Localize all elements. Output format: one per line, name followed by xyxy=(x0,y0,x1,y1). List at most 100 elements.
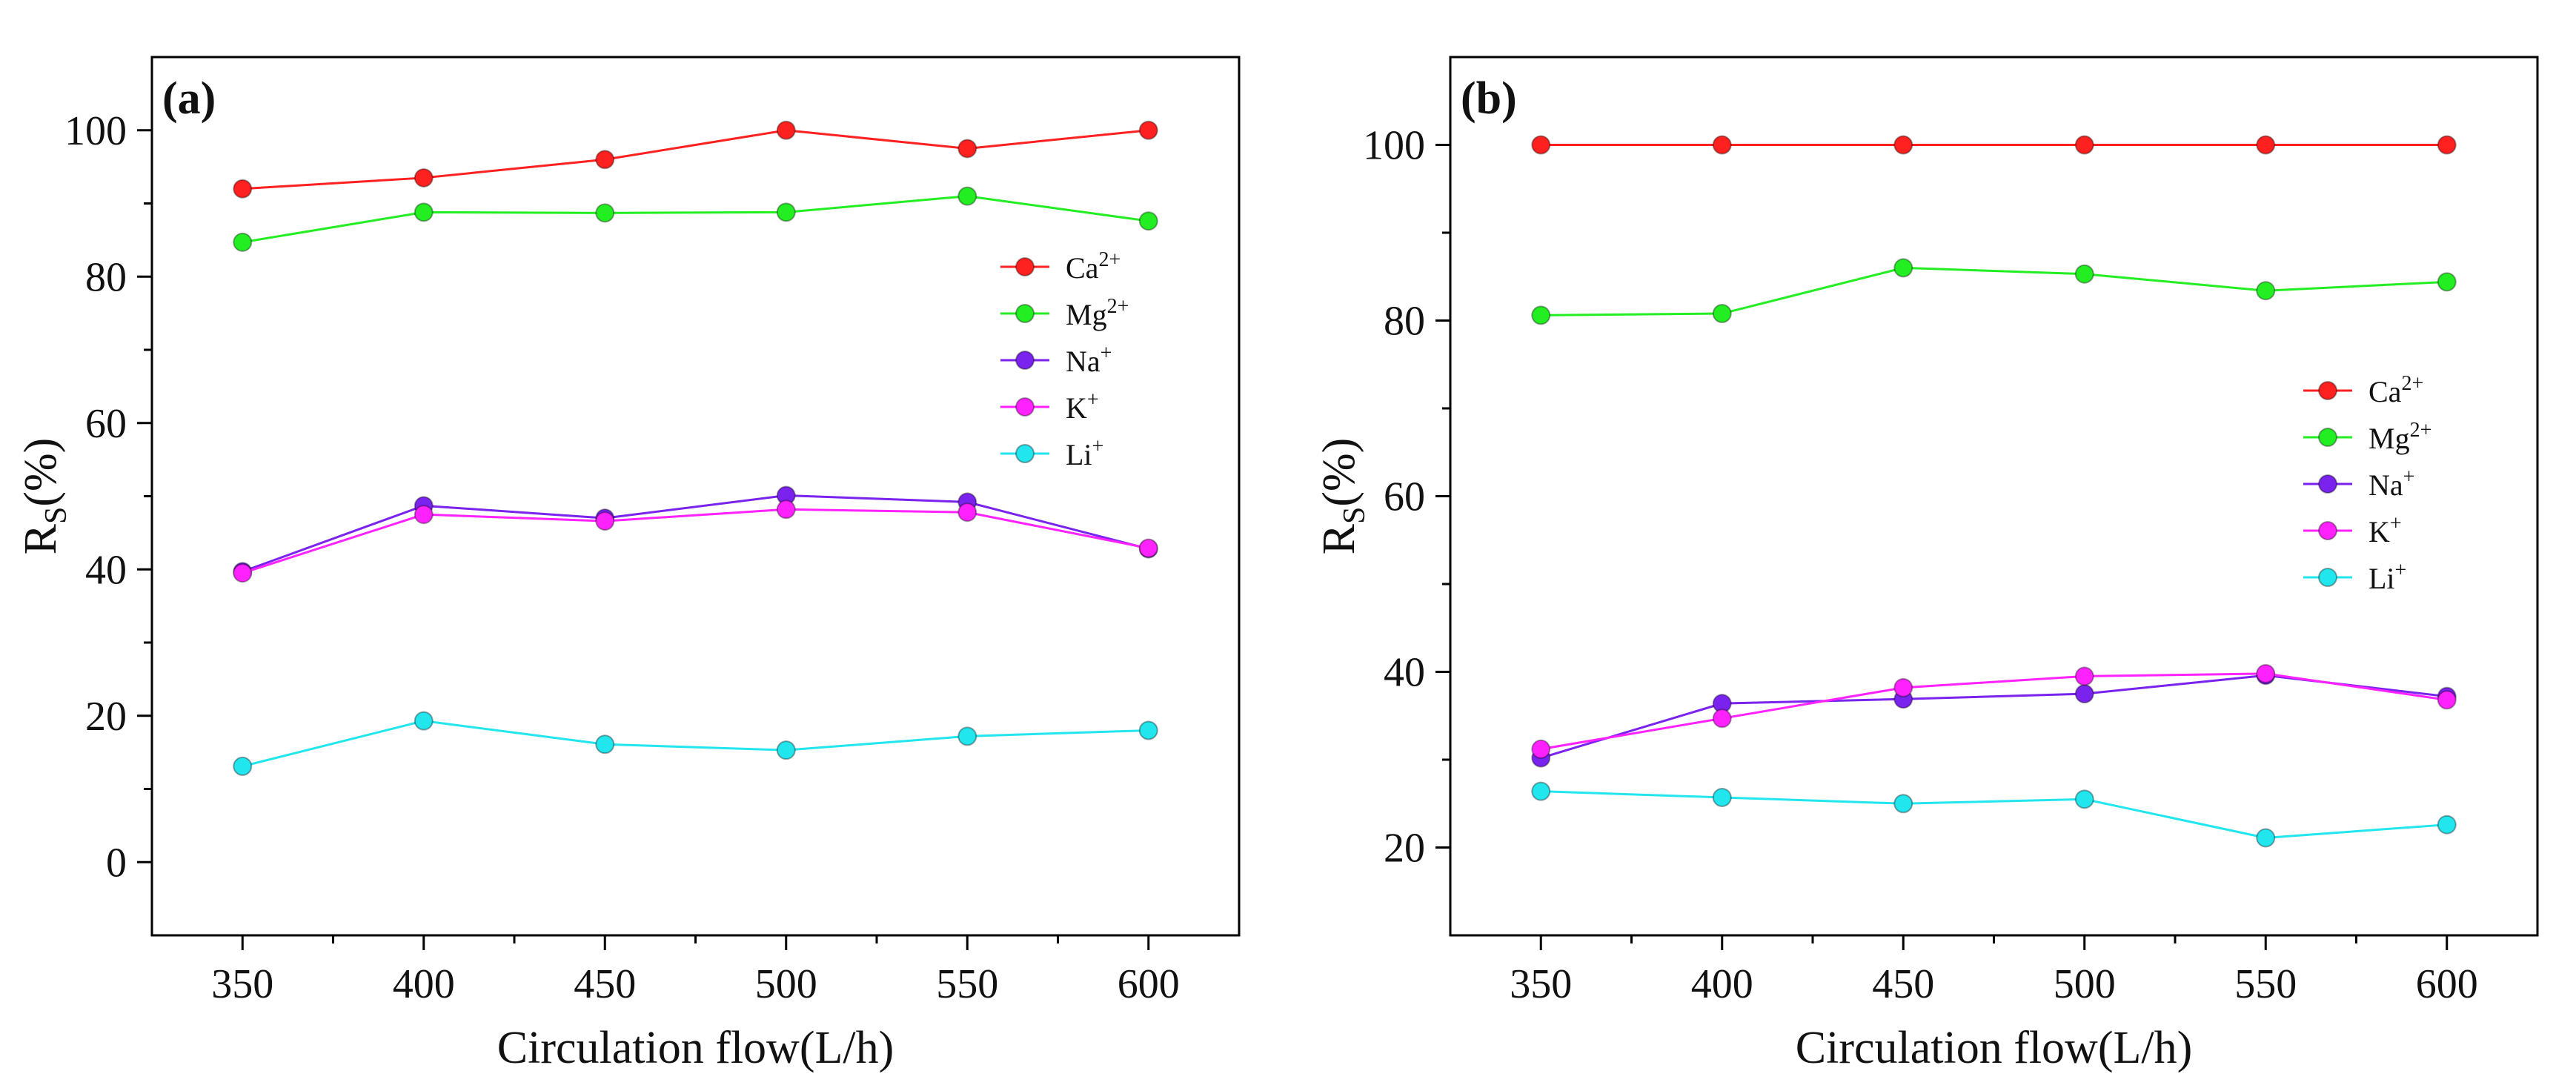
legend-marker xyxy=(2318,428,2337,447)
legend-marker xyxy=(1015,444,1035,463)
data-point xyxy=(233,179,253,199)
data-point xyxy=(776,120,796,140)
data-point xyxy=(1531,781,1551,801)
legend-item-na: Na+ xyxy=(2303,465,2414,502)
panel-label: (b) xyxy=(1461,73,1517,124)
data-point xyxy=(414,711,434,731)
data-point xyxy=(957,502,977,523)
legend-label: Ca2+ xyxy=(1066,248,1121,285)
legend-marker xyxy=(2318,381,2337,400)
y-tick-label: 80 xyxy=(85,254,127,300)
x-tick-label: 400 xyxy=(393,961,455,1007)
x-tick-label: 600 xyxy=(1118,961,1180,1007)
legend-marker xyxy=(2318,568,2337,587)
series-line-na xyxy=(242,494,1149,573)
y-axis-label: RS(%) xyxy=(1314,438,1372,555)
x-tick-label: 550 xyxy=(936,961,998,1007)
x-tick-label: 500 xyxy=(755,961,817,1007)
data-point xyxy=(776,740,796,760)
data-point xyxy=(1893,135,1913,155)
data-point xyxy=(1712,787,1732,807)
series-line-ca xyxy=(242,129,1149,190)
legend-item-na: Na+ xyxy=(1000,342,1112,378)
x-tick-label: 600 xyxy=(2416,961,2478,1007)
legend-label: Mg2+ xyxy=(1066,295,1129,331)
x-tick-label: 550 xyxy=(2234,961,2297,1007)
legend-label: Ca2+ xyxy=(2368,372,2423,408)
legend-marker xyxy=(1015,257,1035,276)
panel-label: (a) xyxy=(162,73,216,124)
series-k xyxy=(233,500,1158,583)
x-tick-label: 350 xyxy=(211,961,273,1007)
y-tick-label: 60 xyxy=(1384,474,1425,520)
series-line-mg xyxy=(242,195,1149,244)
data-point xyxy=(2437,135,2457,155)
data-point xyxy=(414,202,434,222)
legend-item-ca: Ca2+ xyxy=(1000,248,1121,285)
legend-item-li: Li+ xyxy=(1000,435,1103,471)
x-tick-label: 450 xyxy=(1872,961,1934,1007)
legend-marker xyxy=(2318,521,2337,540)
data-point xyxy=(233,563,253,583)
series-line-k xyxy=(1540,672,2447,751)
y-tick-label: 40 xyxy=(85,547,127,593)
data-point xyxy=(595,734,615,754)
data-point xyxy=(1138,120,1158,140)
data-point xyxy=(1531,135,1551,155)
legend-marker xyxy=(1015,397,1035,417)
data-point xyxy=(1138,538,1158,558)
data-point xyxy=(957,726,977,746)
data-point xyxy=(957,139,977,159)
data-point xyxy=(2074,135,2094,155)
y-tick-label: 80 xyxy=(1384,299,1425,345)
legend-label: Li+ xyxy=(1066,435,1103,471)
data-point xyxy=(1531,305,1551,325)
data-point xyxy=(1712,304,1732,324)
y-tick-label: 40 xyxy=(1384,650,1425,696)
series-li xyxy=(1531,781,2457,848)
data-point xyxy=(2074,684,2094,704)
series-ca xyxy=(233,120,1158,199)
legend-label: Na+ xyxy=(1066,342,1112,378)
data-point xyxy=(595,511,615,531)
y-tick-label: 100 xyxy=(64,108,127,154)
series-line-na xyxy=(1540,674,2447,760)
y-tick-label: 20 xyxy=(85,694,127,740)
panel-b: 350 400 450 500 550 600 20 40 60 80 100 Circulation… xyxy=(1314,56,2539,1073)
y-tick-label: 0 xyxy=(106,840,127,886)
legend-item-mg: Mg2+ xyxy=(1000,295,1129,331)
x-tick-label: 400 xyxy=(1691,961,1753,1007)
legend-label: Mg2+ xyxy=(2368,419,2431,455)
y-tick-label: 100 xyxy=(1363,123,1425,169)
legend: Ca2+ Mg2+ Na+ K+ Li+ xyxy=(2303,372,2431,595)
data-point xyxy=(595,150,615,170)
x-tick-label: 350 xyxy=(1510,961,1572,1007)
data-point xyxy=(2074,789,2094,809)
data-point xyxy=(1893,258,1913,278)
data-point xyxy=(2074,666,2094,686)
data-point xyxy=(957,186,977,206)
data-point xyxy=(2437,815,2457,835)
plot-frame xyxy=(150,56,1241,937)
data-point xyxy=(1893,677,1913,697)
data-point xyxy=(2256,135,2276,155)
data-point xyxy=(1712,135,1732,155)
legend-item-k: K+ xyxy=(1000,388,1099,425)
data-point xyxy=(1138,211,1158,231)
x-axis-label: Circulation flow(L/h) xyxy=(497,1023,894,1073)
series-mg xyxy=(1531,258,2457,325)
y-axis-label: RS(%) xyxy=(16,438,73,555)
data-point xyxy=(414,167,434,188)
x-tick-label: 500 xyxy=(2054,961,2116,1007)
y-tick-label: 20 xyxy=(1384,826,1425,872)
series-k xyxy=(1531,663,2457,759)
y-tick-label: 60 xyxy=(85,401,127,447)
series-line-li xyxy=(242,720,1149,768)
data-point xyxy=(1531,739,1551,759)
data-point xyxy=(2256,281,2276,301)
series-ca xyxy=(1531,135,2457,155)
legend-marker xyxy=(1015,351,1035,370)
x-tick-label: 450 xyxy=(574,961,636,1007)
